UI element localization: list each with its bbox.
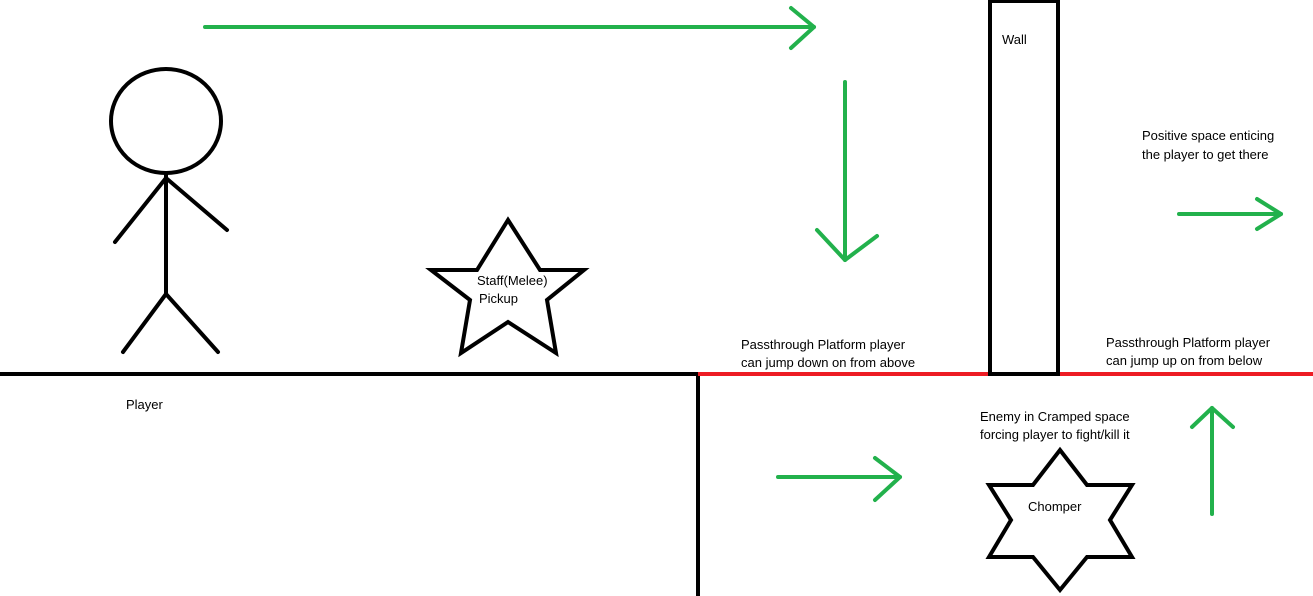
arrow-positive-space-right: [1177, 197, 1283, 231]
enemy-label-line1: Enemy in Cramped space: [980, 409, 1130, 424]
staff-pickup-label-line1: Staff(Melee): [477, 273, 548, 288]
arrow-lower-right: [776, 456, 902, 502]
arrow-drop-down: [815, 80, 879, 262]
arrow-jump-up: [1190, 406, 1235, 516]
passthrough-down-label-line1: Passthrough Platform player: [741, 337, 906, 352]
passthrough-down-label-line2: can jump down on from above: [741, 355, 915, 370]
passthrough-up-label-line1: Passthrough Platform player: [1106, 335, 1271, 350]
passthrough-up-label-line2: can jump up on from below: [1106, 353, 1263, 368]
five-point-star-icon: [425, 216, 590, 358]
six-point-star-icon: [985, 446, 1136, 594]
enemy-label-line2: forcing player to fight/kill it: [980, 427, 1130, 442]
player-label: Player: [126, 397, 164, 412]
positive-space-label-line1: Positive space enticing: [1142, 128, 1274, 143]
wall: [988, 0, 1060, 376]
player-arm-left: [113, 176, 168, 244]
staff-pickup-label-line2: Pickup: [479, 291, 518, 306]
chomper-star-shape: [985, 446, 1136, 594]
player-head: [109, 67, 223, 175]
stick-figure-icon: [109, 67, 229, 354]
player-leg-right: [164, 292, 220, 354]
player-arm-right: [164, 176, 229, 232]
positive-space-label-line2: the player to get there: [1142, 147, 1268, 162]
wall-label: Wall: [1002, 32, 1027, 47]
chomper-label: Chomper: [1028, 499, 1082, 514]
arrow-top-right: [203, 6, 816, 50]
player-leg-left: [121, 292, 168, 354]
